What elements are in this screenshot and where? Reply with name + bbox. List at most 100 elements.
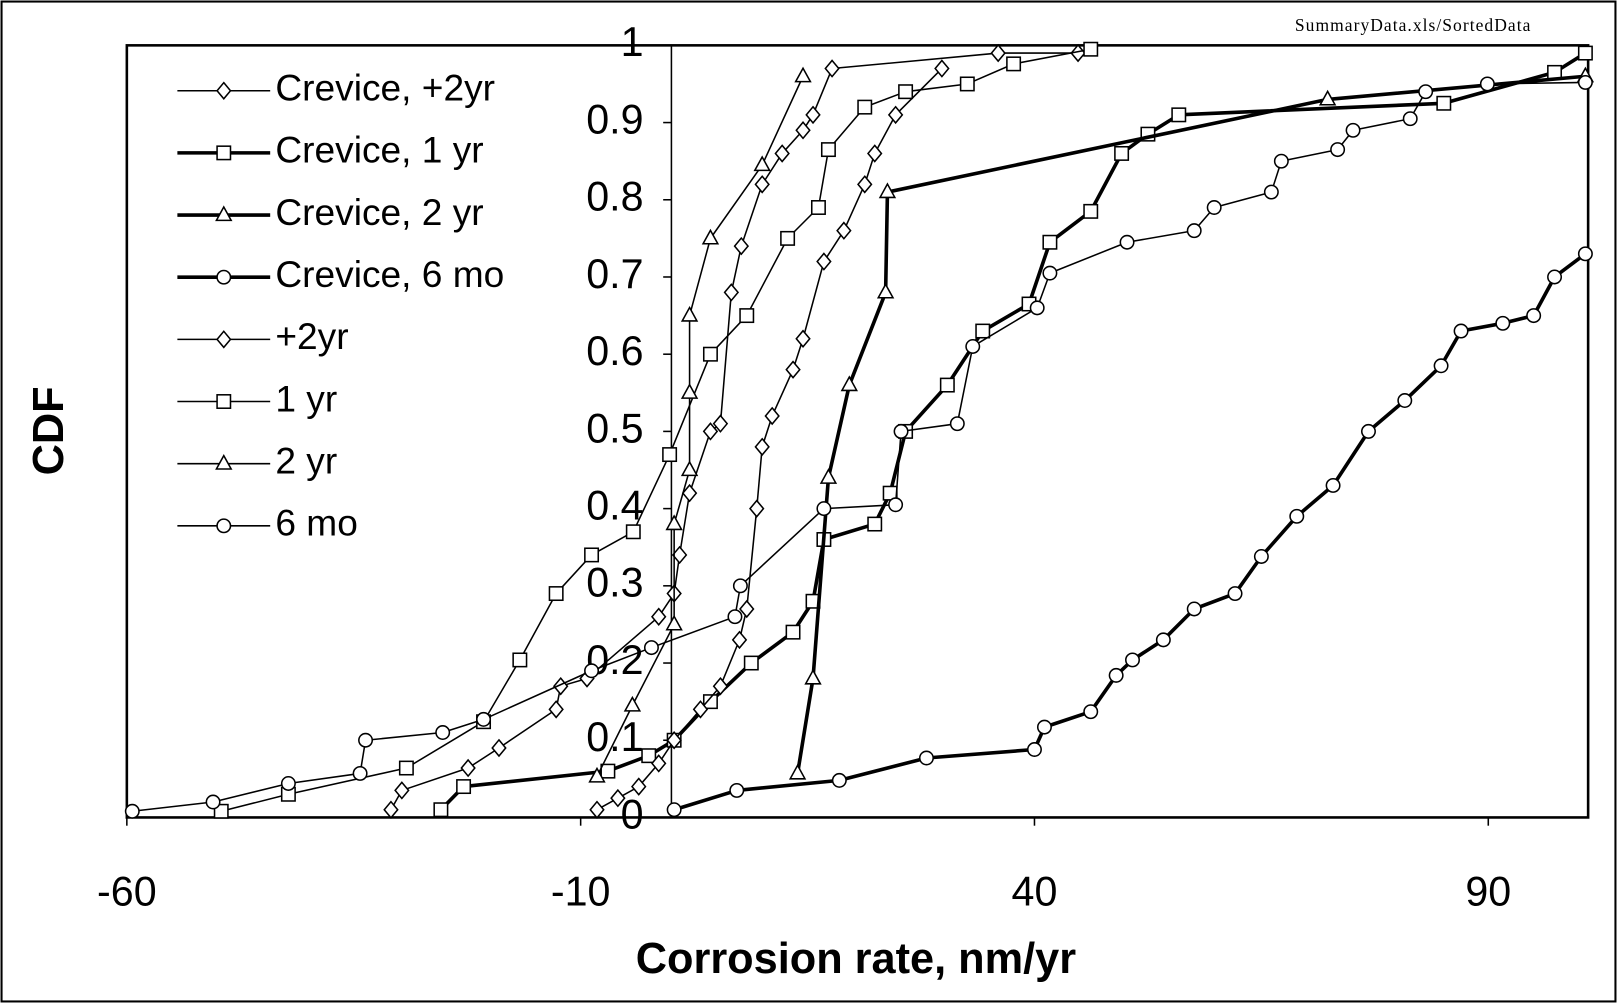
- marker: [810, 200, 826, 215]
- x-tick-label: 90: [1465, 869, 1511, 915]
- series-line: [596, 67, 943, 811]
- marker: [1273, 153, 1289, 169]
- marker: [1114, 145, 1130, 161]
- marker: [753, 155, 771, 172]
- marker: [1479, 76, 1495, 92]
- marker: [723, 283, 740, 302]
- legend-label: Crevice, 2 yr: [275, 191, 483, 233]
- marker: [588, 766, 606, 783]
- marker: [610, 788, 626, 808]
- legend-label: Crevice, 1 yr: [275, 129, 483, 171]
- marker: [433, 802, 449, 818]
- marker: [460, 758, 476, 778]
- marker: [641, 748, 657, 764]
- marker: [804, 668, 822, 685]
- legend-marker: [216, 269, 232, 285]
- marker: [732, 578, 748, 594]
- marker: [820, 142, 836, 158]
- legend-marker: [216, 81, 232, 100]
- legend-label: 6 mo: [275, 502, 358, 544]
- marker: [867, 144, 883, 163]
- series-line: [673, 252, 1587, 812]
- marker: [1397, 393, 1413, 408]
- marker: [887, 105, 904, 125]
- marker: [491, 738, 507, 758]
- plot-area: [125, 44, 1590, 819]
- marker: [584, 547, 600, 563]
- marker: [552, 676, 569, 696]
- marker: [1345, 122, 1361, 138]
- marker: [836, 221, 852, 240]
- marker: [975, 323, 991, 339]
- marker: [584, 663, 600, 679]
- marker: [1325, 477, 1341, 493]
- marker: [1253, 549, 1269, 564]
- marker: [990, 43, 1006, 63]
- x-tick-label: -10: [551, 869, 611, 915]
- marker: [702, 422, 719, 441]
- marker: [1042, 265, 1058, 281]
- marker: [739, 599, 755, 619]
- series-line: [596, 75, 804, 777]
- marker: [680, 460, 699, 477]
- marker: [1263, 184, 1279, 200]
- marker: [600, 763, 616, 779]
- marker: [1108, 667, 1124, 683]
- marker: [795, 121, 811, 140]
- marker: [918, 750, 934, 766]
- marker: [1526, 308, 1542, 324]
- legend-marker: [216, 330, 232, 349]
- marker: [662, 447, 678, 463]
- marker: [665, 614, 683, 631]
- marker: [795, 329, 811, 349]
- y-tick-label: 0.9: [586, 96, 643, 142]
- marker: [1330, 142, 1346, 158]
- marker: [939, 377, 955, 393]
- marker: [671, 545, 688, 565]
- x-axis-label: Corrosion rate, nm/yr: [636, 935, 1077, 983]
- marker: [1227, 586, 1243, 602]
- marker: [1155, 632, 1171, 648]
- marker: [824, 59, 840, 78]
- marker: [548, 586, 564, 602]
- marker: [774, 144, 790, 163]
- marker: [1026, 742, 1042, 757]
- marker: [1433, 358, 1449, 374]
- marker: [780, 230, 796, 246]
- legend-label: Crevice, 6 mo: [275, 253, 504, 295]
- marker: [1171, 107, 1187, 123]
- marker: [959, 76, 975, 92]
- marker: [876, 282, 895, 299]
- marker: [878, 182, 897, 199]
- marker: [625, 524, 641, 540]
- marker: [731, 630, 748, 650]
- marker: [124, 803, 140, 819]
- y-tick-label: 0.7: [586, 251, 643, 297]
- legend-marker: [216, 145, 232, 161]
- marker: [1453, 323, 1469, 339]
- marker: [666, 730, 682, 750]
- marker: [352, 765, 368, 781]
- legend-marker: [215, 205, 233, 222]
- y-axis-label: CDF: [25, 386, 73, 475]
- marker: [589, 800, 605, 819]
- x-tick-label: -60: [97, 869, 157, 915]
- marker: [727, 609, 743, 625]
- y-tick-label: 0.8: [586, 174, 643, 220]
- marker: [1577, 246, 1593, 262]
- legend-marker: [215, 454, 233, 470]
- marker: [1577, 74, 1593, 90]
- marker: [888, 497, 904, 513]
- marker: [816, 252, 832, 271]
- marker: [548, 700, 564, 719]
- marker: [1289, 508, 1305, 524]
- marker: [1042, 234, 1058, 250]
- marker: [1547, 269, 1563, 285]
- marker: [712, 414, 729, 433]
- marker: [651, 754, 667, 773]
- marker: [666, 802, 682, 818]
- marker: [213, 803, 229, 819]
- y-tick-label: 0.6: [586, 328, 643, 374]
- marker: [1083, 203, 1099, 219]
